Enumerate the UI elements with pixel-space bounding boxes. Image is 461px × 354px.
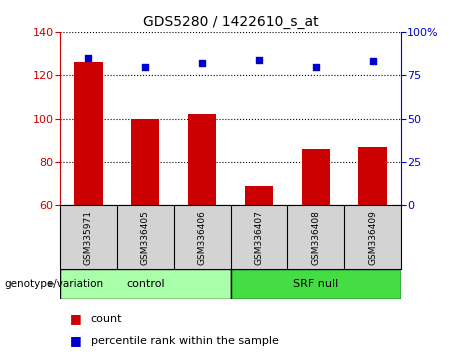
Text: GSM336407: GSM336407 bbox=[254, 210, 263, 265]
Text: ■: ■ bbox=[70, 334, 82, 347]
Bar bbox=[188, 114, 216, 205]
Bar bbox=[60, 269, 230, 299]
Bar bbox=[301, 149, 330, 205]
Title: GDS5280 / 1422610_s_at: GDS5280 / 1422610_s_at bbox=[143, 16, 318, 29]
Point bbox=[255, 57, 263, 62]
Text: GSM336409: GSM336409 bbox=[368, 210, 377, 265]
Text: control: control bbox=[126, 279, 165, 289]
Bar bbox=[131, 119, 160, 205]
Point bbox=[142, 64, 149, 69]
Text: percentile rank within the sample: percentile rank within the sample bbox=[91, 336, 278, 346]
Text: genotype/variation: genotype/variation bbox=[5, 279, 104, 289]
Bar bbox=[358, 147, 387, 205]
Text: SRF null: SRF null bbox=[293, 279, 338, 289]
Text: GSM336406: GSM336406 bbox=[198, 210, 207, 265]
Text: ■: ■ bbox=[70, 312, 82, 325]
Bar bbox=[245, 186, 273, 205]
Text: GSM335971: GSM335971 bbox=[84, 210, 93, 266]
Text: GSM336405: GSM336405 bbox=[141, 210, 150, 265]
Bar bbox=[74, 62, 102, 205]
Point bbox=[85, 55, 92, 61]
Point bbox=[312, 64, 319, 69]
Bar bbox=[230, 269, 401, 299]
Text: GSM336408: GSM336408 bbox=[311, 210, 320, 265]
FancyArrowPatch shape bbox=[49, 282, 53, 286]
Point bbox=[198, 60, 206, 66]
Point bbox=[369, 58, 376, 64]
Text: count: count bbox=[91, 314, 122, 324]
